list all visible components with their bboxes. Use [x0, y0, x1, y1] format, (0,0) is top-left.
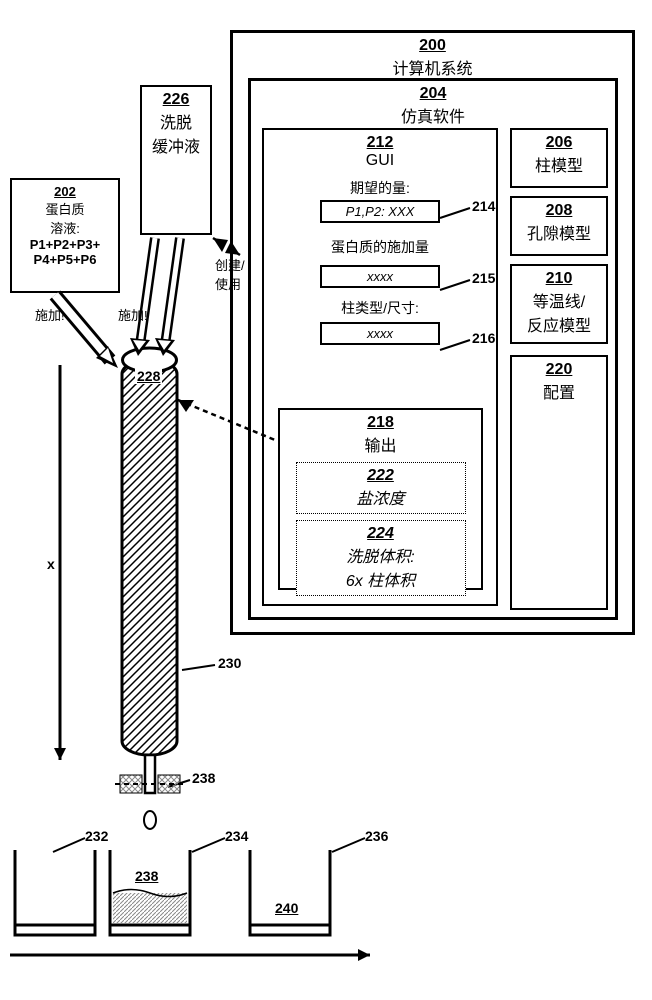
ref-238-liquid: 238: [135, 868, 158, 884]
apply-label-2: 施加!: [118, 305, 148, 324]
ref-202: 202: [54, 184, 76, 199]
ref-210: 210: [546, 270, 573, 287]
ref-206: 206: [546, 134, 573, 151]
ref-200: 200: [419, 37, 446, 54]
apply-label-1: 施加!: [35, 305, 65, 324]
pore-model-box: 208 孔隙模型: [510, 196, 608, 256]
column-outlet: [145, 755, 155, 793]
ref-224: 224: [367, 525, 394, 542]
elution-buffer-box: 226 洗脱 缓冲液: [140, 85, 212, 235]
desired-value-box: P1,P2: XXX: [320, 200, 440, 223]
ref-204: 204: [420, 85, 447, 102]
beaker-mid-liquid: [113, 893, 187, 923]
beaker-right: [250, 850, 330, 935]
ref-212: 212: [367, 134, 394, 151]
col-model-title: 柱模型: [535, 158, 583, 175]
iso-model-title2: 反应模型: [527, 318, 591, 335]
bottom-axis-arrow: [358, 949, 370, 961]
ref-222: 222: [367, 467, 394, 484]
x-axis-arrow: [54, 748, 66, 760]
ref-240: 240: [275, 900, 298, 916]
ref-234: 234: [225, 828, 248, 844]
apply-value-box: xxxx: [320, 265, 440, 288]
protein-title: 蛋白质: [45, 202, 84, 217]
elution-title: 洗脱体积:: [346, 549, 414, 566]
beaker-left: [15, 850, 95, 935]
iso-model-box: 210 等温线/ 反应模型: [510, 264, 608, 344]
column-body: [122, 360, 177, 755]
apply-arrow-2a: [130, 238, 155, 356]
computer-system-title: 计算机系统: [392, 61, 472, 78]
beaker-mid: [110, 850, 190, 935]
config-title: 配置: [543, 385, 575, 402]
ref-208: 208: [546, 202, 573, 219]
sim-software-title: 仿真软件: [401, 109, 465, 126]
iso-model-title: 等温线/: [533, 294, 585, 311]
col-model-box: 206 柱模型: [510, 128, 608, 188]
apply-value: xxxx: [367, 269, 393, 284]
protein-value: P1+P2+P3+ P4+P5+P6: [30, 237, 100, 267]
ref-220: 220: [546, 361, 573, 378]
leader-234: [192, 838, 225, 852]
ref-216: 216: [472, 330, 495, 346]
leader-230: [182, 665, 215, 670]
desired-label: 期望的量:: [268, 178, 492, 198]
ref-238-valve: 238: [192, 770, 215, 786]
col-value-box: xxxx: [320, 322, 440, 345]
valve-left: [120, 775, 142, 793]
leader-232: [53, 838, 85, 852]
ref-228: 228: [135, 368, 162, 384]
apply-label: 蛋白质的施加量: [268, 237, 492, 257]
droplet-icon: [144, 811, 156, 829]
elution-box: 224 洗脱体积: 6x 柱体积: [296, 520, 466, 596]
protein-title2: 溶液:: [50, 221, 80, 236]
apply-arrow-2b: [155, 238, 180, 356]
elution-buffer-title2: 缓冲液: [152, 139, 200, 156]
create-use-label: 创建/ 使用: [215, 255, 245, 293]
ref-218: 218: [367, 414, 394, 431]
salt-box: 222 盐浓度: [296, 462, 466, 514]
elution-buffer-title: 洗脱: [160, 115, 192, 132]
ref-230: 230: [218, 655, 241, 671]
col-value: xxxx: [367, 326, 393, 341]
gui-title: GUI: [366, 152, 394, 169]
valve-right: [158, 775, 180, 793]
output-box: 218 输出 222 盐浓度 224 洗脱体积: 6x 柱体积: [278, 408, 483, 590]
ref-214: 214: [472, 198, 495, 214]
ref-215: 215: [472, 270, 495, 286]
ref-232: 232: [85, 828, 108, 844]
leader-238-valve: [168, 780, 190, 787]
leader-236: [332, 838, 365, 852]
output-title: 输出: [364, 438, 396, 455]
config-box: 220 配置: [510, 355, 608, 610]
col-label: 柱类型/尺寸:: [268, 298, 492, 318]
ref-226: 226: [163, 91, 190, 108]
desired-value: P1,P2: XXX: [346, 204, 415, 219]
pore-model-title: 孔隙模型: [527, 226, 591, 243]
axis-x-label: x: [47, 556, 55, 572]
elution-value: 6x 柱体积: [346, 573, 415, 590]
salt-title: 盐浓度: [356, 491, 404, 508]
ref-236: 236: [365, 828, 388, 844]
protein-box: 202 蛋白质 溶液: P1+P2+P3+ P4+P5+P6: [10, 178, 120, 293]
